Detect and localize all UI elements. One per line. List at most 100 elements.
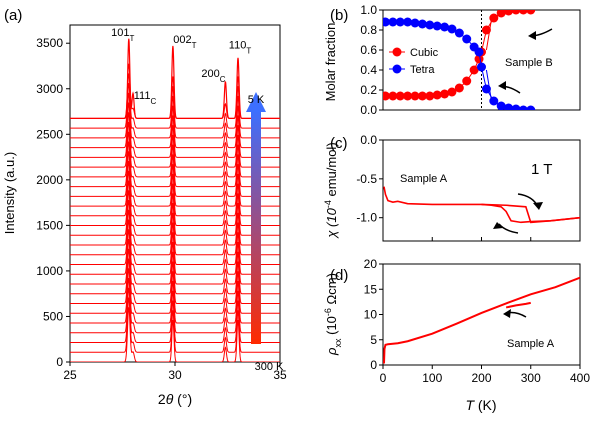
point-cubic (481, 25, 491, 35)
legend-label-tetra: Tetra (410, 64, 435, 76)
xtick-label-a: 30 (168, 368, 182, 382)
point-tetra (454, 28, 464, 38)
peak-label-number: 200 (201, 68, 219, 80)
panel-d-label: (d) (330, 267, 348, 284)
annotation-sample-a-d: Sample A (507, 338, 555, 350)
point-cubic (474, 54, 484, 64)
point-cubic (425, 91, 435, 101)
temp-bottom-label: 300 K (255, 361, 284, 373)
ytick-label-b: 0.6 (360, 43, 377, 57)
point-cubic (417, 91, 427, 101)
panel-a-axes: 101T111C002T200C110T05001000150020002500… (36, 27, 287, 382)
ytick-label-d: 20 (364, 257, 378, 271)
legend-marker-cubic (392, 47, 402, 57)
peak-label-sub: C (150, 96, 156, 105)
point-cubic (526, 10, 536, 15)
arrow-c-bottom-head (493, 222, 503, 229)
ytick-label-b: 0.4 (360, 63, 377, 77)
xrd-trace-9 (70, 229, 280, 285)
xrd-trace-25 (70, 73, 280, 129)
ytick-label-a: 1500 (36, 218, 63, 232)
line-tetra-cooling (485, 69, 531, 110)
xrd-trace-24 (70, 83, 280, 139)
panel-c-plot (383, 186, 580, 224)
point-tetra (403, 17, 413, 27)
ytick-label-a: 2500 (36, 127, 63, 141)
xrd-trace-13 (70, 190, 280, 246)
point-tetra (474, 47, 484, 57)
ytick-label-b: 0.2 (360, 83, 377, 97)
peak-label-number: 110 (229, 40, 247, 52)
xrd-trace-17 (70, 151, 280, 207)
panel-a-ylabel: Intensity (a.u.) (2, 152, 17, 234)
legend-label-cubic: Cubic (410, 47, 439, 59)
panel-b-plot (383, 10, 536, 110)
point-tetra (462, 34, 472, 44)
point-cubic (383, 91, 390, 101)
arrow-b-top-head (528, 31, 536, 40)
xtick-label-a: 25 (63, 368, 77, 382)
point-cubic (432, 90, 442, 100)
point-cubic (388, 91, 398, 101)
ytick-label-d: 5 (370, 333, 377, 347)
panel-c-label: (c) (330, 135, 348, 152)
ytick-label-a: 1000 (36, 264, 63, 278)
point-tetra (447, 24, 457, 34)
point-cubic (440, 89, 450, 99)
ytick-label-b: 1.0 (360, 3, 377, 17)
point-cubic (403, 91, 413, 101)
annotation-sample-a-c: Sample A (400, 173, 448, 185)
panel-c-ylabel: χ (10-4 emu/mol) (323, 142, 339, 238)
point-tetra (432, 21, 442, 31)
ytick-label-a: 500 (43, 309, 63, 323)
xrd-trace-23 (70, 92, 280, 149)
arrow-d-head (503, 309, 511, 318)
legend-marker-tetra (392, 64, 402, 74)
ytick-label-d: 0 (370, 358, 377, 372)
temp-top-label: 5 K (248, 94, 265, 106)
point-tetra (388, 17, 398, 27)
peak-label-110: 110T (229, 40, 252, 56)
xrd-trace-15 (70, 170, 280, 227)
point-cubic (454, 83, 464, 93)
point-cubic (395, 91, 405, 101)
xrd-trace-19 (70, 131, 280, 188)
point-cubic (469, 65, 479, 75)
peak-label-200: 200C (201, 68, 225, 84)
panel-d-ylabel: ρxx (10-6 Ωcm) (323, 273, 343, 356)
panel-a-traces (70, 38, 280, 362)
point-tetra (526, 105, 536, 110)
point-cubic (410, 91, 420, 101)
ytick-label-b: 0.0 (360, 103, 377, 117)
panel-d-xlabel: T (K) (465, 397, 496, 413)
xrd-trace-18 (70, 141, 280, 197)
arrow-c-top-head (533, 202, 543, 210)
ytick-label-c: -1.0 (356, 211, 377, 225)
panel-c-axes: 0.0 -0.5 -1.0 Sample A 1 T (356, 133, 581, 241)
point-cubic (518, 10, 528, 15)
ytick-label-d: 15 (364, 282, 378, 296)
peak-label-number: 002 (173, 34, 191, 46)
panel-a-xlabel: 2θ (°) (158, 391, 192, 407)
peak-label-101: 101T (111, 27, 134, 43)
peak-label-sub: T (192, 41, 197, 50)
peak-label-sub: T (130, 33, 135, 42)
xrd-trace-top (70, 38, 280, 119)
xtick-label-a: 35 (273, 368, 287, 382)
peak-label-111: 111C (134, 90, 157, 106)
rho-curve-heating (383, 276, 580, 364)
annotation-field: 1 T (531, 161, 552, 178)
xrd-trace-5 (70, 268, 280, 324)
ytick-label-a: 3500 (36, 36, 63, 50)
xrd-trace-21 (70, 112, 280, 168)
ytick-label-c: 0.0 (360, 133, 377, 147)
xrd-trace-7 (70, 248, 280, 305)
point-tetra (395, 17, 405, 27)
ytick-label-b: 0.8 (360, 23, 377, 37)
xrd-trace-16 (70, 161, 280, 217)
ytick-label-a: 3000 (36, 82, 63, 96)
chi-curve-heating (383, 186, 580, 224)
xtick-label-d: 0 (380, 371, 387, 385)
